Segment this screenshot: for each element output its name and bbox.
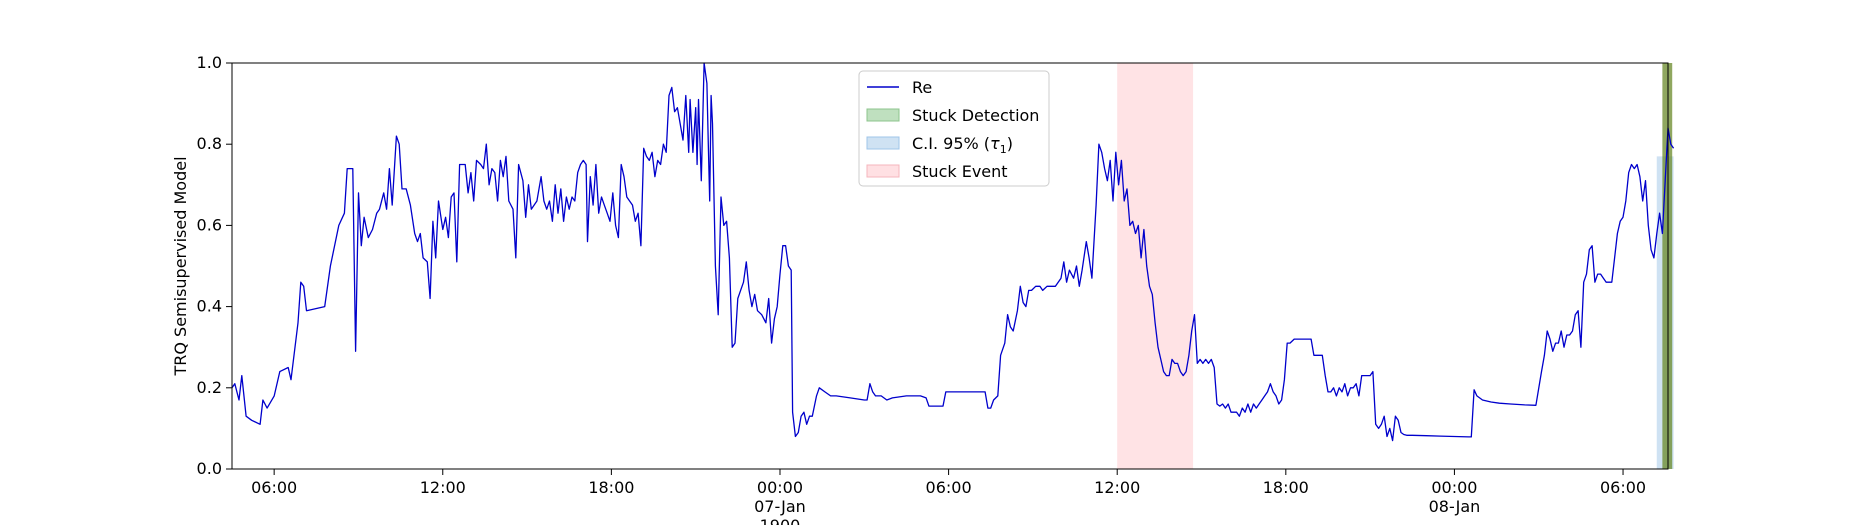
y-tick-label: 0.6 bbox=[197, 215, 222, 234]
plot-frame bbox=[231, 62, 1669, 470]
y-tick-label: 1.0 bbox=[197, 53, 222, 72]
x-tick-label: 12:00 bbox=[420, 478, 466, 497]
x-tick-label: 06:00 bbox=[251, 478, 297, 497]
x-tick-label: 18:00 bbox=[1263, 478, 1309, 497]
legend-swatch-patch bbox=[866, 108, 900, 122]
x-tick-date-label: 08-Jan bbox=[1429, 497, 1481, 516]
x-tick-label: 18:00 bbox=[588, 478, 634, 497]
x-tick-date-label: 07-Jan bbox=[754, 497, 806, 516]
stuck-detection-region bbox=[1662, 63, 1673, 469]
legend-label: Stuck Detection bbox=[912, 106, 1039, 125]
stuck-event-region bbox=[1117, 63, 1194, 469]
series-line-re bbox=[231, 62, 1675, 442]
x-tick-label: 00:00 bbox=[757, 478, 803, 497]
legend-swatch-patch bbox=[866, 136, 900, 150]
legend-label: Stuck Event bbox=[912, 162, 1008, 181]
x-tick-year-label: 1900 bbox=[760, 516, 801, 525]
x-tick-label: 12:00 bbox=[1094, 478, 1140, 497]
y-tick-label: 0.2 bbox=[197, 378, 222, 397]
y-axis-label: TRQ Semisupervised Model bbox=[171, 156, 190, 376]
legend-box bbox=[858, 70, 1050, 187]
x-tick-label: 06:00 bbox=[1600, 478, 1646, 497]
legend: Re Stuck Detection C.I. 95% (τ1) Stuck Even… bbox=[858, 70, 1050, 187]
legend-label: C.I. 95% (τ1) bbox=[912, 134, 1013, 156]
y-tick-label: 0.0 bbox=[197, 459, 222, 478]
y-tick-label: 0.8 bbox=[197, 134, 222, 153]
legend-swatch-patch bbox=[866, 164, 900, 178]
x-tick-label: 00:00 bbox=[1431, 478, 1477, 497]
x-tick-label: 06:00 bbox=[926, 478, 972, 497]
legend-label: Re bbox=[912, 78, 932, 97]
y-tick-label: 0.4 bbox=[197, 297, 222, 316]
